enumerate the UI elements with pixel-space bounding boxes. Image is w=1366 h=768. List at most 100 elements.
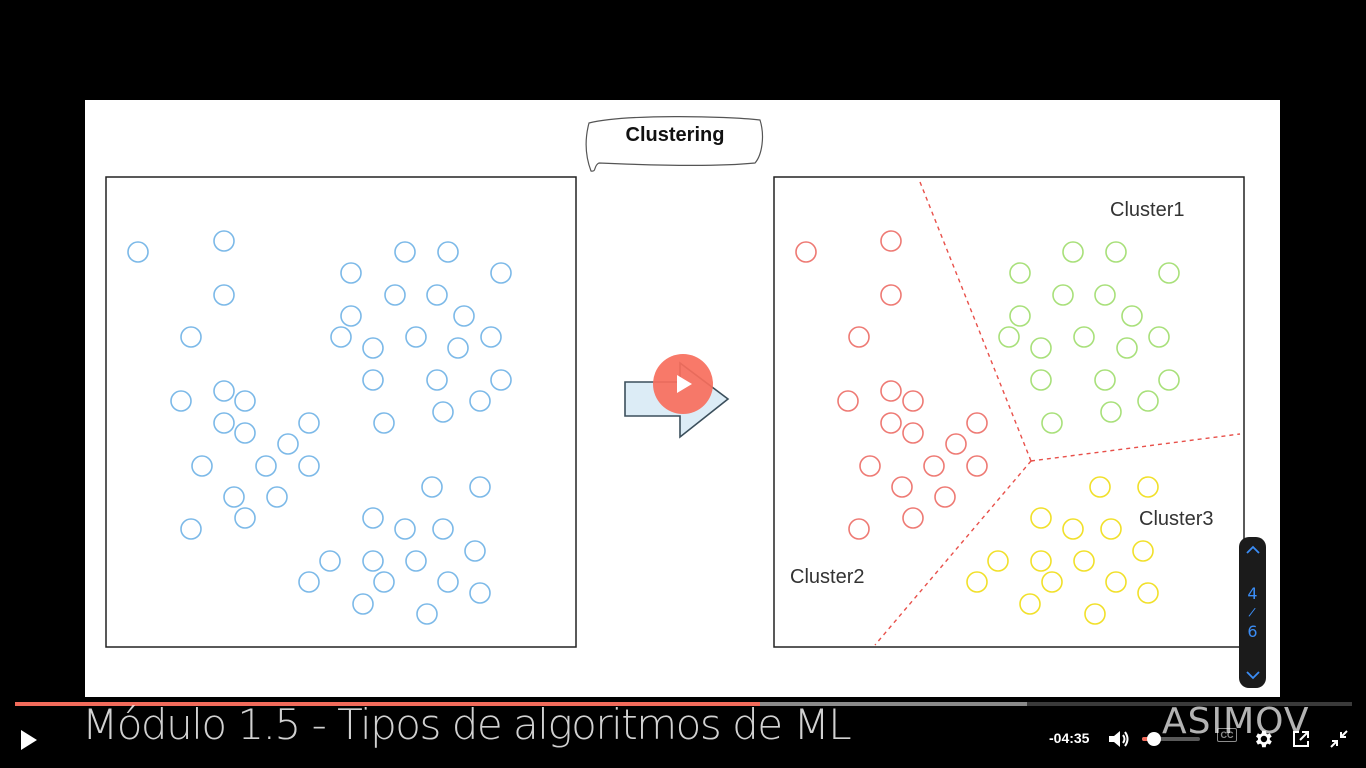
progress-played: [15, 702, 760, 706]
cluster2-point: [795, 241, 817, 263]
cluster2-point: [837, 390, 859, 412]
unclustered-point: [373, 412, 395, 434]
unclustered-point: [432, 401, 454, 423]
chevron-up-icon[interactable]: [1245, 537, 1261, 563]
slide-canvas: Clustering Cluster1 Cluster2 Cluster3: [105, 116, 1245, 648]
popout-button[interactable]: [1289, 727, 1313, 751]
unclustered-point: [213, 230, 235, 252]
cluster1-point: [1121, 305, 1143, 327]
cluster1-point: [1052, 284, 1074, 306]
divider-line: [919, 181, 1032, 462]
cluster1-label: Cluster1: [1110, 199, 1184, 221]
cluster2-point: [848, 326, 870, 348]
exit-fullscreen-button[interactable]: [1327, 727, 1351, 751]
unclustered-point: [277, 433, 299, 455]
chevron-down-icon[interactable]: [1245, 662, 1261, 688]
brand-logo: ASIMOV: [1162, 701, 1310, 742]
cluster2-point: [859, 455, 881, 477]
unclustered-point: [266, 486, 288, 508]
cluster3-point: [1073, 550, 1095, 572]
cluster1-point: [1073, 326, 1095, 348]
unclustered-point: [490, 262, 512, 284]
unclustered-point: [405, 326, 427, 348]
cluster1-point: [1137, 390, 1159, 412]
unclustered-point: [447, 337, 469, 359]
page-total: 6: [1247, 622, 1258, 641]
cluster2-point: [848, 518, 870, 540]
unclustered-point: [426, 284, 448, 306]
closed-captions-button[interactable]: CC: [1217, 728, 1237, 742]
cluster1-point: [1041, 412, 1063, 434]
video-watermark-title: Módulo 1.5 - Tipos de algoritmos de ML: [82, 700, 852, 749]
settings-button[interactable]: [1251, 727, 1275, 751]
cluster3-point: [1019, 593, 1041, 615]
cluster2-point: [934, 486, 956, 508]
cluster2-point: [902, 507, 924, 529]
divider-line: [874, 460, 1032, 646]
unclustered-point: [416, 603, 438, 625]
unclustered-point: [213, 380, 235, 402]
play-icon: [21, 730, 37, 750]
play-icon: [677, 375, 692, 393]
slide-title: Clustering: [626, 124, 725, 146]
unclustered-point: [234, 390, 256, 412]
unclustered-point: [352, 593, 374, 615]
cluster3-point: [1089, 476, 1111, 498]
page-separator: /: [1248, 604, 1257, 620]
time-remaining: -04:35: [1049, 730, 1090, 746]
unclustered-point: [469, 390, 491, 412]
play-button[interactable]: [14, 726, 42, 754]
cluster3-label: Cluster3: [1139, 508, 1213, 530]
cluster1-point: [1158, 369, 1180, 391]
unclustered-point: [340, 262, 362, 284]
unclustered-point: [362, 337, 384, 359]
cluster2-label: Cluster2: [790, 566, 864, 588]
unclustered-point: [234, 507, 256, 529]
cluster3-point: [987, 550, 1009, 572]
unclustered-point: [394, 518, 416, 540]
cluster2-point: [966, 455, 988, 477]
unclustered-point: [362, 550, 384, 572]
volume-knob[interactable]: [1147, 732, 1161, 746]
cluster1-point: [1100, 401, 1122, 423]
unclustered-point: [213, 412, 235, 434]
unclustered-point: [330, 326, 352, 348]
cluster2-point: [880, 230, 902, 252]
cluster3-point: [1030, 550, 1052, 572]
progress-bar[interactable]: [15, 702, 1352, 706]
cluster3-point: [1105, 571, 1127, 593]
cluster3-point: [1030, 507, 1052, 529]
unclustered-point: [490, 369, 512, 391]
gear-icon: [1256, 730, 1272, 748]
cluster3-point: [1137, 582, 1159, 604]
unclustered-point: [469, 582, 491, 604]
cluster-dividers: [874, 181, 1241, 646]
unclustered-point: [405, 550, 427, 572]
cluster3-point: [1062, 518, 1084, 540]
volume-button[interactable]: [1106, 728, 1132, 750]
unclustered-point: [127, 241, 149, 263]
unclustered-point: [464, 540, 486, 562]
cluster1-point: [1062, 241, 1084, 263]
unclustered-point: [437, 241, 459, 263]
cluster2-point: [891, 476, 913, 498]
cluster2-point: [880, 284, 902, 306]
unclustered-point: [213, 284, 235, 306]
slide: Clustering Cluster1 Cluster2 Cluster3: [85, 100, 1280, 697]
unclustered-point: [437, 571, 459, 593]
cluster2-point: [902, 390, 924, 412]
cluster3-point: [1084, 603, 1106, 625]
cluster2-point: [880, 380, 902, 402]
unclustered-point: [180, 518, 202, 540]
cluster1-point: [1094, 369, 1116, 391]
unclustered-point: [319, 550, 341, 572]
unclustered-point: [340, 305, 362, 327]
unclustered-point: [453, 305, 475, 327]
cluster2-point: [966, 412, 988, 434]
cluster3-point: [966, 571, 988, 593]
unclustered-point: [234, 422, 256, 444]
unclustered-point: [426, 369, 448, 391]
play-overlay-button[interactable]: [653, 354, 713, 414]
cluster3-point: [1137, 476, 1159, 498]
cluster1-point: [1009, 305, 1031, 327]
